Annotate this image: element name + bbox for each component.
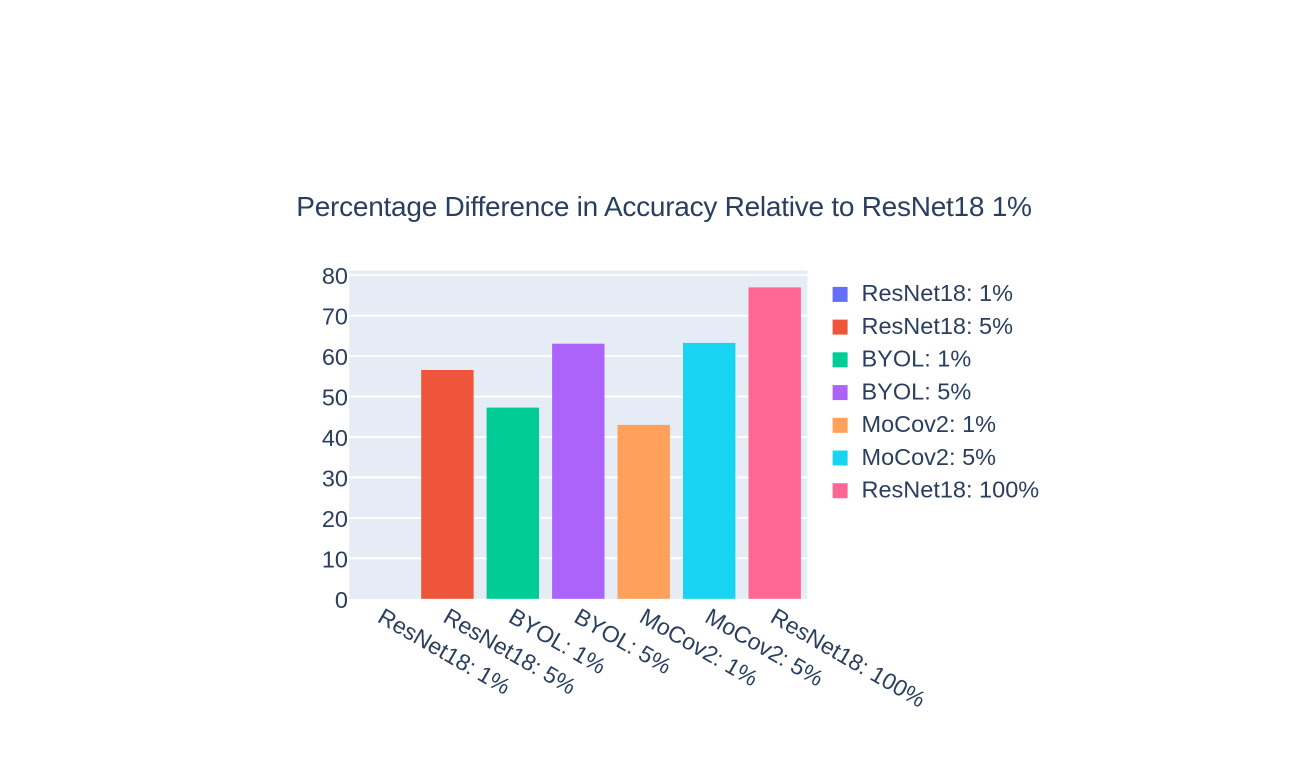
- svg-text:50: 50: [322, 385, 348, 411]
- svg-text:70: 70: [322, 304, 348, 330]
- svg-text:ResNet18: 1%: ResNet18: 1%: [862, 280, 1014, 306]
- svg-text:ResNet18: 5%: ResNet18: 5%: [862, 313, 1014, 339]
- svg-text:40: 40: [322, 425, 348, 451]
- svg-text:60: 60: [322, 344, 348, 370]
- svg-text:BYOL: 5%: BYOL: 5%: [862, 378, 972, 404]
- svg-text:BYOL: 1%: BYOL: 1%: [862, 346, 972, 372]
- svg-text:0: 0: [335, 587, 348, 613]
- svg-text:MoCov2: 5%: MoCov2: 5%: [862, 444, 997, 470]
- svg-text:30: 30: [322, 465, 348, 491]
- svg-text:Percentage Difference in Accur: Percentage Difference in Accuracy Relati…: [296, 191, 1031, 222]
- svg-text:ResNet18: 100%: ResNet18: 100%: [862, 477, 1040, 503]
- svg-text:20: 20: [322, 506, 348, 532]
- svg-text:80: 80: [322, 263, 348, 289]
- svg-text:MoCov2: 1%: MoCov2: 1%: [862, 411, 997, 437]
- svg-text:10: 10: [322, 546, 348, 572]
